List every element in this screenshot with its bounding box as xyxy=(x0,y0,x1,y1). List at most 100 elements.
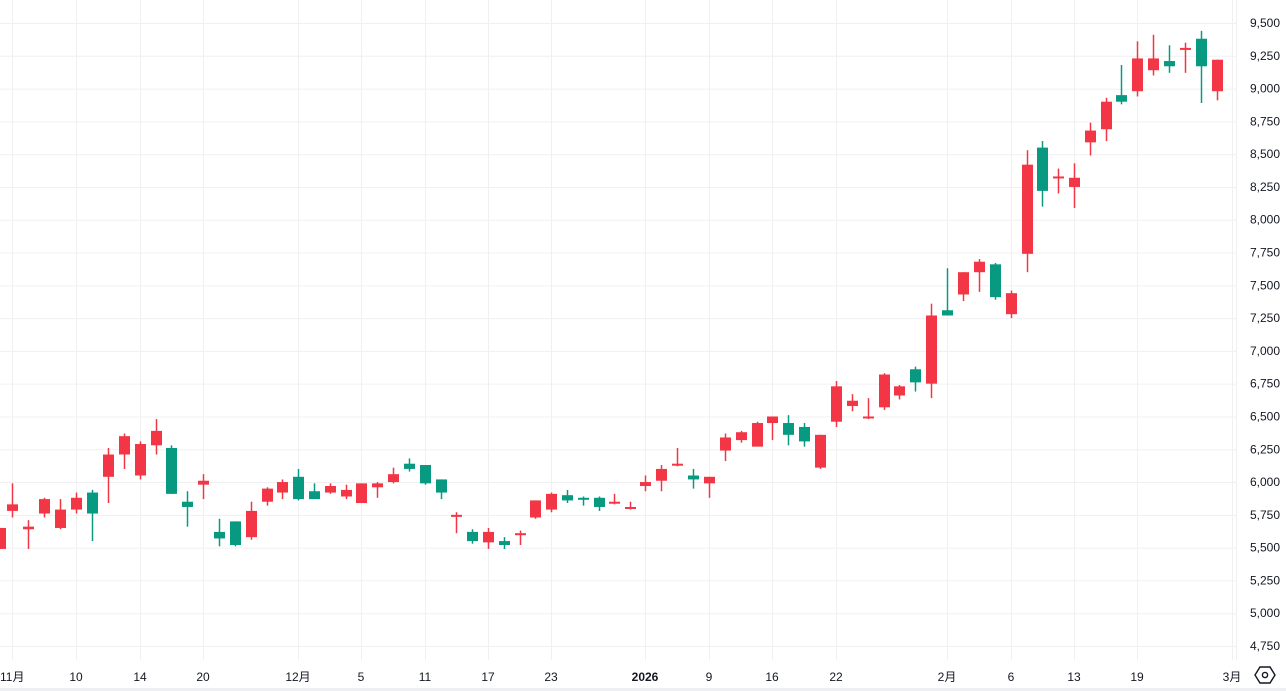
candle xyxy=(546,492,557,513)
candle xyxy=(1037,141,1048,207)
time-tick-label: 14 xyxy=(133,670,147,684)
time-tick-label: 2026 xyxy=(632,670,659,684)
price-tick-label: 6,750 xyxy=(1250,377,1280,391)
candle xyxy=(7,483,18,518)
time-tick-label: 20 xyxy=(196,670,210,684)
grid-lines xyxy=(0,0,1237,660)
candle xyxy=(467,529,478,544)
candle xyxy=(166,445,177,494)
candle xyxy=(451,512,462,534)
candle xyxy=(752,421,763,447)
candle xyxy=(182,491,193,527)
time-tick-label: 10 xyxy=(69,670,83,684)
price-tick-label: 8,000 xyxy=(1250,213,1280,227)
candle xyxy=(151,419,162,455)
candle xyxy=(974,259,985,292)
candle xyxy=(656,465,667,492)
candle xyxy=(1085,122,1096,156)
candle xyxy=(119,433,130,469)
price-tick-label: 7,250 xyxy=(1250,311,1280,325)
time-axis[interactable]: 11月 10 14 20 12月 5 11 17 23 2026 9 16 22 2月 6 13 19 3月 xyxy=(0,670,1241,684)
price-tick-label: 4,750 xyxy=(1250,639,1280,653)
candles xyxy=(0,30,1223,549)
candle xyxy=(246,501,257,540)
candle xyxy=(515,530,526,546)
candle xyxy=(309,483,320,500)
time-tick-label: 16 xyxy=(765,670,779,684)
candle xyxy=(815,434,826,469)
candle xyxy=(372,482,383,498)
candle xyxy=(436,479,447,500)
price-axis[interactable]: 9,500 9,250 9,000 8,750 8,500 8,250 8,000 7,750… xyxy=(1250,16,1280,653)
candle xyxy=(404,458,415,472)
candle xyxy=(562,489,573,504)
candle xyxy=(720,433,731,462)
time-tick-label: 6 xyxy=(1008,670,1015,684)
price-tick-label: 8,500 xyxy=(1250,147,1280,161)
time-tick-label: 11月 xyxy=(0,670,24,684)
candle xyxy=(578,496,589,506)
price-tick-label: 5,500 xyxy=(1250,541,1280,555)
candle xyxy=(293,468,304,501)
candle xyxy=(1164,45,1175,73)
price-tick-label: 6,500 xyxy=(1250,409,1280,423)
candle xyxy=(230,521,241,547)
candle xyxy=(767,416,778,441)
candle xyxy=(262,487,273,506)
price-tick-label: 9,000 xyxy=(1250,82,1280,96)
candle xyxy=(942,268,953,316)
candle xyxy=(1116,64,1127,105)
time-tick-label: 3月 xyxy=(1223,670,1242,684)
candle xyxy=(609,493,620,505)
candle xyxy=(325,483,336,494)
price-tick-label: 5,750 xyxy=(1250,508,1280,522)
price-tick-label: 6,250 xyxy=(1250,442,1280,456)
candle xyxy=(831,381,842,427)
price-tick-label: 7,000 xyxy=(1250,344,1280,358)
time-tick-label: 23 xyxy=(544,670,558,684)
price-tick-label: 7,500 xyxy=(1250,278,1280,292)
candle xyxy=(55,499,66,530)
bottom-border xyxy=(0,688,1286,691)
candle xyxy=(135,441,146,480)
candle xyxy=(625,501,636,510)
price-tick-label: 8,750 xyxy=(1250,114,1280,128)
settings-button[interactable] xyxy=(1254,664,1276,686)
candle xyxy=(1148,34,1159,76)
candle xyxy=(926,303,937,399)
time-tick-label: 13 xyxy=(1067,670,1081,684)
candle xyxy=(863,398,874,420)
candle xyxy=(799,423,810,447)
candle xyxy=(198,474,209,500)
price-tick-label: 6,000 xyxy=(1250,475,1280,489)
time-tick-label: 2月 xyxy=(938,670,957,684)
candle xyxy=(1053,168,1064,194)
candle xyxy=(990,263,1001,300)
price-tick-label: 8,250 xyxy=(1250,180,1280,194)
candle xyxy=(1180,42,1191,73)
time-tick-label: 11 xyxy=(419,670,432,684)
candle xyxy=(483,527,494,549)
candle xyxy=(958,272,969,302)
candle xyxy=(736,430,747,443)
hexagon-gear-icon xyxy=(1254,666,1276,684)
candle xyxy=(1022,150,1033,273)
candle xyxy=(0,527,6,549)
candle xyxy=(704,476,715,498)
time-tick-label: 19 xyxy=(1130,670,1144,684)
time-tick-label: 12月 xyxy=(285,670,310,684)
price-tick-label: 9,250 xyxy=(1250,49,1280,63)
candle xyxy=(356,483,367,504)
candle xyxy=(1212,59,1223,101)
candle xyxy=(640,475,651,492)
price-tick-label: 5,250 xyxy=(1250,573,1280,587)
candle xyxy=(594,496,605,511)
candle xyxy=(341,484,352,500)
candle xyxy=(214,518,225,547)
candle xyxy=(847,394,858,412)
price-tick-label: 7,750 xyxy=(1250,246,1280,260)
candle xyxy=(388,467,399,484)
candle xyxy=(1069,163,1080,208)
time-tick-label: 9 xyxy=(706,670,713,684)
